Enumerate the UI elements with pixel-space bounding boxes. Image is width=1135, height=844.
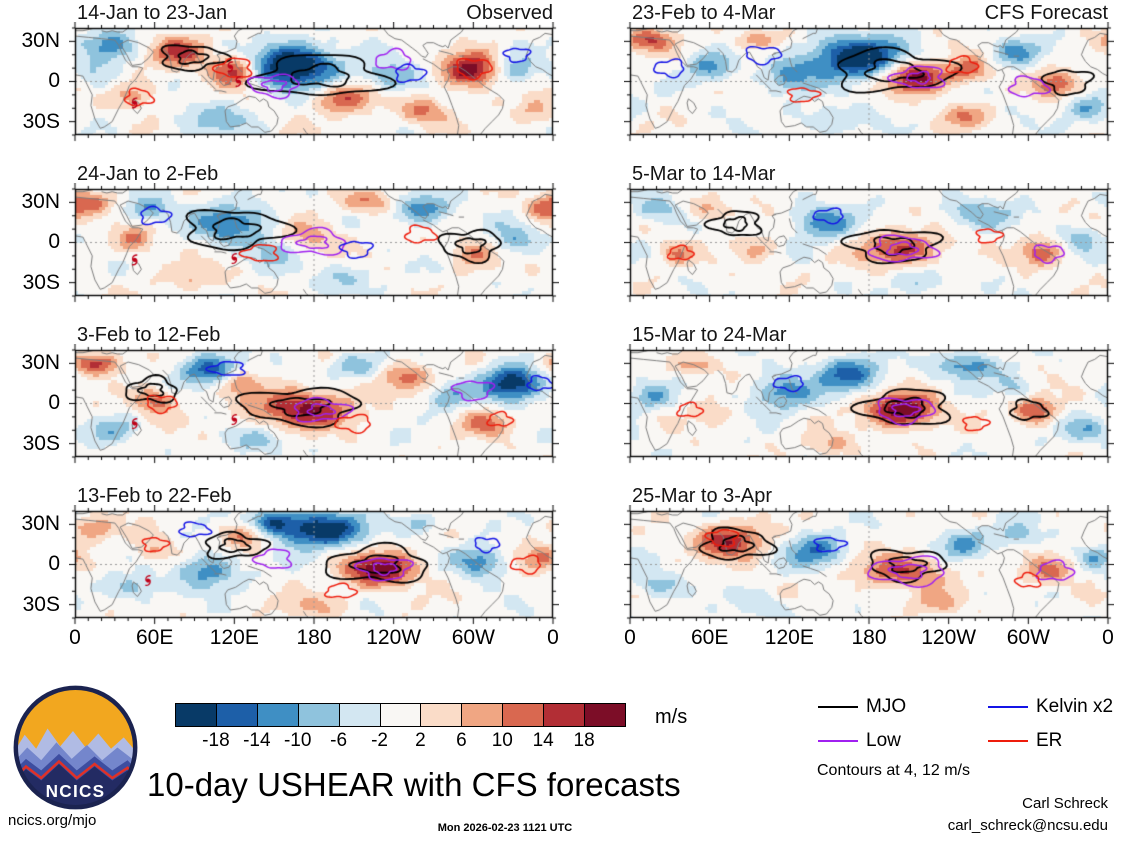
y-axis-label: 30S xyxy=(22,110,60,133)
map-panel xyxy=(624,505,1114,626)
legend-label-er: ER xyxy=(1036,730,1063,751)
colorbar-segment xyxy=(543,703,586,727)
x-axis-label: 0 xyxy=(547,626,559,649)
colorbar-tick-label: -14 xyxy=(243,730,271,751)
colorbar-segment xyxy=(175,703,217,727)
map-panel xyxy=(69,183,559,304)
footer-site: ncics.org/mjo xyxy=(8,812,97,829)
colorbar-segment xyxy=(379,703,422,727)
contour-note: Contours at 4, 12 m/s xyxy=(817,762,970,779)
x-axis-label: 0 xyxy=(69,626,81,649)
x-axis-label: 120E xyxy=(209,626,259,649)
colorbar-tick-label: -18 xyxy=(202,730,230,751)
map-panel xyxy=(624,183,1114,304)
legend-line-kelvin-x2 xyxy=(988,706,1028,708)
colorbar-segment xyxy=(338,703,381,727)
map-panel xyxy=(624,22,1114,143)
y-axis-label: 30N xyxy=(21,190,60,213)
y-axis-label: 30N xyxy=(21,351,60,374)
colorbar-segment xyxy=(502,703,545,727)
colorbar-tick-label: -2 xyxy=(371,730,388,751)
x-axis-label: 60W xyxy=(1006,626,1050,649)
x-axis-label: 60E xyxy=(690,626,729,649)
footer-timestamp: Mon 2026-02-23 1121 UTC xyxy=(437,822,573,834)
legend-line-er xyxy=(988,740,1028,742)
colorbar-tick-label: 6 xyxy=(456,730,467,751)
panel-title: 3-Feb to 12-Feb xyxy=(77,324,221,346)
y-axis-label: 30S xyxy=(22,593,60,616)
x-axis-label: 120W xyxy=(921,626,977,649)
x-axis-label: 0 xyxy=(624,626,636,649)
x-axis-label: 180 xyxy=(296,626,332,649)
colorbar-segment xyxy=(256,703,299,727)
legend-label-kelvin-x2: Kelvin x2 xyxy=(1036,696,1114,717)
panel-title: 15-Mar to 24-Mar xyxy=(632,324,787,346)
logo-ring xyxy=(13,685,138,810)
logo-text: NCICS xyxy=(46,781,106,801)
colorbar-segment xyxy=(297,703,340,727)
legend-line-low xyxy=(818,740,858,742)
y-axis-label: 30S xyxy=(22,271,60,294)
panel-title: 24-Jan to 2-Feb xyxy=(77,163,219,185)
x-axis-label: 60E xyxy=(135,626,174,649)
x-axis-label: 0 xyxy=(1102,626,1114,649)
colorbar-segment xyxy=(461,703,504,727)
colorbar: -18 -14 -10 -6 -2 2 6 10 14 18 xyxy=(175,703,627,761)
y-axis-label: 30S xyxy=(22,432,60,455)
colorbar-units-label: m/s xyxy=(655,706,688,728)
panel-title: 5-Mar to 14-Mar xyxy=(632,163,776,185)
colorbar-tick-label: -10 xyxy=(283,730,312,751)
x-axis-label: 180 xyxy=(851,626,887,649)
colorbar-segment xyxy=(215,703,258,727)
colorbar-segment xyxy=(420,703,463,727)
x-axis-label: 60W xyxy=(451,626,495,649)
ncics-logo: NCICS xyxy=(13,685,138,810)
map-panel xyxy=(624,344,1114,465)
x-axis-label: 120E xyxy=(764,626,814,649)
credit-email: carl_schreck@ncsu.edu xyxy=(947,817,1108,834)
colorbar-segment xyxy=(584,703,626,727)
main-title: 10-day USHEAR with CFS forecasts xyxy=(147,766,681,803)
colorbar-tick-label: 14 xyxy=(532,730,554,751)
panel-title: 14-Jan to 23-Jan xyxy=(77,2,228,24)
colorbar-tick-label: 18 xyxy=(573,730,595,751)
map-panel xyxy=(69,505,559,626)
y-axis-label: 0 xyxy=(48,69,60,92)
map-panel xyxy=(69,22,559,143)
panel-title: 13-Feb to 22-Feb xyxy=(77,485,232,507)
legend-label-mjo: MJO xyxy=(866,696,907,717)
y-axis-label: 0 xyxy=(48,552,60,575)
legend-line-mjo xyxy=(818,706,858,708)
y-axis-label: 30N xyxy=(21,512,60,535)
x-axis-label: 120W xyxy=(366,626,422,649)
y-axis-label: 0 xyxy=(48,230,60,253)
map-panel xyxy=(69,344,559,465)
panel-title: 25-Mar to 3-Apr xyxy=(632,485,773,507)
credit-name: Carl Schreck xyxy=(1022,795,1108,812)
colorbar-tick-label: 2 xyxy=(415,730,426,751)
colorbar-tick-label: 10 xyxy=(491,730,513,751)
colorbar-tick-label: -6 xyxy=(330,730,348,751)
logo-red-zigzag xyxy=(15,759,136,782)
column-label-observed: Observed xyxy=(466,2,553,24)
column-label-forecast: CFS Forecast xyxy=(984,2,1108,24)
legend: MJO Low Kelvin x2 ER xyxy=(810,688,1135,760)
y-axis-label: 0 xyxy=(48,391,60,414)
panel-title: 23-Feb to 4-Mar xyxy=(632,2,776,24)
legend-label-low: Low xyxy=(866,730,901,751)
y-axis-label: 30N xyxy=(21,29,60,52)
